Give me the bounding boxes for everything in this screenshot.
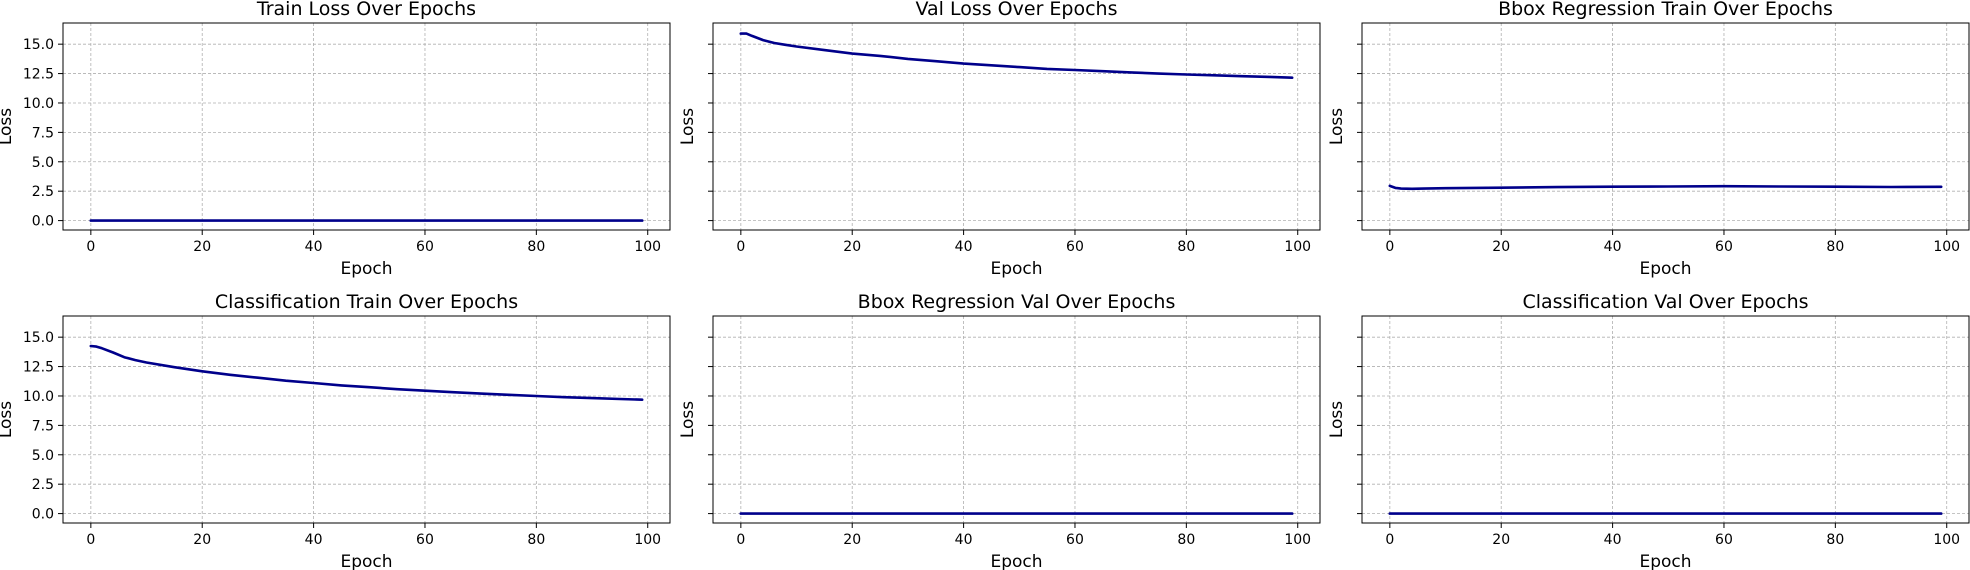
x-axis-label: Epoch xyxy=(990,259,1042,279)
chart-title: Val Loss Over Epochs xyxy=(915,0,1117,20)
x-tick-label: 100 xyxy=(634,239,661,255)
x-tick-label: 80 xyxy=(1826,532,1844,548)
subplot-6: 0 20 40 60 80 100 Classification Val Over Epoc… xyxy=(1327,291,1970,570)
x-tick-label: 100 xyxy=(1933,239,1960,255)
x-axis-label: Epoch xyxy=(340,259,392,279)
y-tick-label: 10.0 xyxy=(23,389,54,405)
x-tick-label: 60 xyxy=(416,239,434,255)
x-tick-label: 80 xyxy=(1177,239,1195,255)
x-tick-label: 20 xyxy=(193,239,211,255)
x-tick-label: 80 xyxy=(1826,239,1844,255)
axes-frame xyxy=(712,315,1321,524)
x-tick-label: 60 xyxy=(1066,239,1084,255)
x-tick-label: 40 xyxy=(305,532,323,548)
chart-title: Classification Train Over Epochs xyxy=(215,291,518,313)
x-tick-label: 60 xyxy=(416,532,434,548)
y-tick-label: 12.5 xyxy=(23,360,54,376)
x-axis-label: Epoch xyxy=(340,552,392,570)
x-axis-label: Epoch xyxy=(990,552,1042,570)
x-axis-label: Epoch xyxy=(1639,552,1691,570)
x-tick-label: 40 xyxy=(305,239,323,255)
y-axis-label: Loss xyxy=(1327,401,1347,438)
y-tick-label: 15.0 xyxy=(23,37,54,53)
chart-title: Classification Val Over Epochs xyxy=(1522,291,1808,313)
series-line xyxy=(89,344,644,402)
x-axis-label: Epoch xyxy=(1639,259,1691,279)
subplot-2: 0 20 40 60 80 100 Val Loss Over Epochs Epoch Los… xyxy=(678,0,1321,279)
y-axis-label: Loss xyxy=(1327,108,1347,145)
x-tick-label: 100 xyxy=(1284,239,1311,255)
y-tick-label: 10.0 xyxy=(23,96,54,112)
axes-frame xyxy=(1361,315,1970,524)
axes-frame xyxy=(62,22,671,231)
axes-frame xyxy=(62,315,671,524)
x-tick-label: 0 xyxy=(736,532,745,548)
x-tick-label: 100 xyxy=(634,532,661,548)
y-axis-label: Loss xyxy=(0,108,16,145)
y-axis-label: Loss xyxy=(678,401,698,438)
subplot-1: 0 20 40 60 80 100 0.0 2.5 5.0 7.5 10.0 12.5 15.0 Trai… xyxy=(0,0,671,279)
y-tick-label: 15.0 xyxy=(23,330,54,346)
y-tick-label: 7.5 xyxy=(32,125,54,141)
y-tick-label: 2.5 xyxy=(32,184,54,200)
x-tick-label: 80 xyxy=(527,239,545,255)
axes-frame xyxy=(1361,22,1970,231)
x-tick-label: 60 xyxy=(1715,532,1733,548)
x-tick-label: 20 xyxy=(843,532,861,548)
subplot-5: 0 20 40 60 80 100 Bbox Regression Val Over Epo… xyxy=(678,291,1321,570)
x-tick-label: 40 xyxy=(955,239,973,255)
x-tick-label: 80 xyxy=(527,532,545,548)
x-tick-label: 0 xyxy=(1385,532,1394,548)
x-tick-label: 80 xyxy=(1177,532,1195,548)
x-tick-label: 60 xyxy=(1066,532,1084,548)
axes-frame xyxy=(712,22,1321,231)
x-tick-label: 40 xyxy=(1604,239,1622,255)
x-tick-label: 20 xyxy=(843,239,861,255)
chart-title: Bbox Regression Train Over Epochs xyxy=(1498,0,1833,20)
x-tick-label: 20 xyxy=(1492,532,1510,548)
y-tick-label: 0.0 xyxy=(32,214,54,230)
subplot-3: 0 20 40 60 80 100 Bbox Regression Train Over E… xyxy=(1327,0,1970,279)
y-tick-label: 5.0 xyxy=(32,155,54,171)
x-tick-label: 40 xyxy=(1604,532,1622,548)
x-tick-label: 20 xyxy=(193,532,211,548)
chart-title: Bbox Regression Val Over Epochs xyxy=(858,291,1176,313)
series-line xyxy=(1388,184,1943,191)
y-axis-label: Loss xyxy=(0,401,16,438)
x-tick-label: 20 xyxy=(1492,239,1510,255)
x-tick-label: 0 xyxy=(86,532,95,548)
chart-title: Train Loss Over Epochs xyxy=(256,0,476,20)
series-line xyxy=(739,32,1294,79)
y-tick-label: 0.0 xyxy=(32,507,54,523)
y-tick-label: 2.5 xyxy=(32,477,54,493)
y-tick-label: 12.5 xyxy=(23,67,54,83)
x-tick-label: 60 xyxy=(1715,239,1733,255)
y-tick-label: 5.0 xyxy=(32,448,54,464)
subplot-4: 0 20 40 60 80 100 0.0 2.5 5.0 7.5 10.0 12.5 15.0 Clas… xyxy=(0,291,671,570)
x-tick-label: 0 xyxy=(736,239,745,255)
x-tick-label: 40 xyxy=(955,532,973,548)
y-axis-label: Loss xyxy=(678,108,698,145)
x-tick-label: 0 xyxy=(86,239,95,255)
x-tick-label: 100 xyxy=(1284,532,1311,548)
x-tick-label: 100 xyxy=(1933,532,1960,548)
x-tick-label: 0 xyxy=(1385,239,1394,255)
y-tick-label: 7.5 xyxy=(32,418,54,434)
